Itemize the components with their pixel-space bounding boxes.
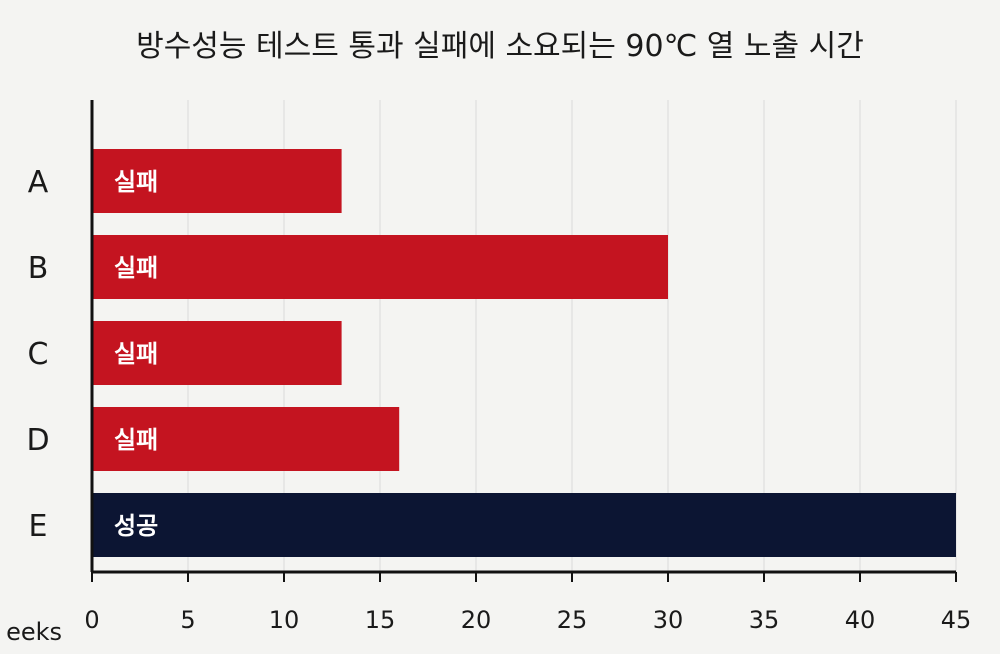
x-tick-label: 15 [365, 606, 396, 634]
x-axis-ticks: 0 5 10 15 20 25 30 35 40 45 [84, 572, 971, 634]
x-tick-label: 25 [557, 606, 588, 634]
bar-a [92, 149, 342, 213]
bar-b [92, 235, 668, 299]
x-tick-label: 35 [749, 606, 780, 634]
chart-title: 방수성능 테스트 통과 실패에 소요되는 90℃ 열 노출 시간 [136, 29, 864, 64]
x-tick-label: 40 [845, 606, 876, 634]
x-tick-label: 45 [941, 606, 972, 634]
x-tick-label: 0 [84, 606, 99, 634]
category-labels: A B C D E [26, 165, 49, 544]
bar-e [92, 493, 956, 557]
x-axis-label: eeks [6, 618, 62, 646]
bar-label: 실패 [114, 426, 158, 454]
bar-c [92, 321, 342, 385]
bar-label: 실패 [114, 254, 158, 282]
category-label: D [26, 423, 49, 458]
x-tick-label: 10 [269, 606, 300, 634]
category-label: B [28, 251, 49, 286]
category-label: C [28, 337, 49, 372]
x-tick-label: 5 [180, 606, 195, 634]
bar-d [92, 407, 400, 471]
category-label: E [29, 509, 48, 544]
bar-label: 성공 [114, 512, 158, 540]
category-label: A [28, 165, 49, 200]
bar-label: 실패 [114, 340, 158, 368]
x-tick-label: 20 [461, 606, 492, 634]
bar-label: 실패 [114, 168, 158, 196]
x-tick-label: 30 [653, 606, 684, 634]
